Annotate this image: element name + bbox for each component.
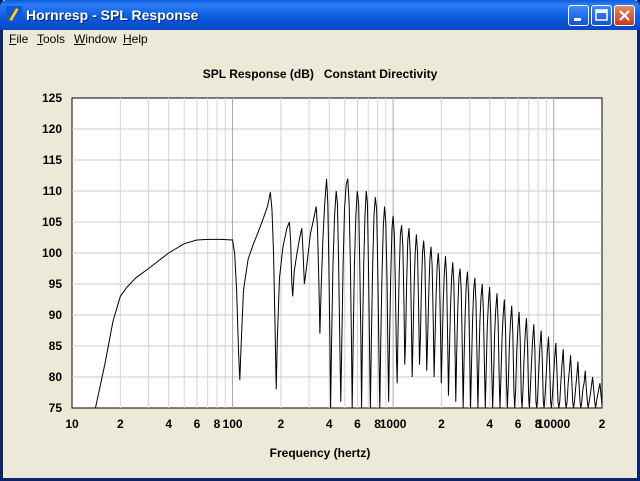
- y-tick-label: 100: [42, 246, 62, 260]
- y-tick-label: 120: [42, 122, 62, 136]
- title-bar[interactable]: Hornresp - SPL Response: [0, 0, 640, 30]
- y-tick-label: 90: [49, 308, 63, 322]
- maximize-icon: [595, 9, 608, 21]
- x-tick-label: 2: [117, 417, 124, 431]
- x-tick-label: 4: [165, 417, 172, 431]
- window-title: Hornresp - SPL Response: [26, 7, 199, 23]
- x-tick-label: 100: [223, 417, 243, 431]
- spl-response-line: [94, 178, 603, 409]
- maximize-button[interactable]: [591, 5, 612, 26]
- chart-title: SPL Response (dB) Constant Directivity: [203, 67, 438, 81]
- x-tick-label: 2: [438, 417, 445, 431]
- series-layer: [94, 178, 603, 409]
- x-tick-label: 10: [65, 417, 79, 431]
- minimize-icon: [574, 18, 581, 21]
- menu-window-label: indow: [85, 32, 117, 46]
- close-button[interactable]: [614, 5, 635, 26]
- x-tick-label: 6: [194, 417, 201, 431]
- y-tick-label: 95: [49, 277, 63, 291]
- close-icon: [619, 10, 630, 21]
- x-tick-label: 8: [214, 417, 221, 431]
- menu-help-label: elp: [131, 32, 148, 46]
- x-tick-label: 2: [599, 417, 606, 431]
- minimize-button[interactable]: [568, 5, 589, 26]
- x-axis-label: Frequency (hertz): [270, 446, 371, 460]
- y-tick-label: 85: [49, 339, 63, 353]
- x-tick-label: 4: [486, 417, 493, 431]
- x-tick-label: 6: [515, 417, 522, 431]
- menu-bar: File Tools Window Help: [3, 30, 637, 48]
- menu-help[interactable]: Help: [123, 32, 148, 46]
- y-tick-label: 115: [43, 153, 63, 167]
- y-tick-label: 80: [49, 370, 63, 384]
- menu-tools-mnemonic: T: [37, 32, 43, 46]
- hornresp-logo-icon: [6, 6, 22, 22]
- menu-window-mnemonic: W: [74, 32, 86, 46]
- x-tick-label: 2: [278, 417, 285, 431]
- x-tick-label: 1000: [380, 417, 407, 431]
- x-tick-label: 10000: [537, 417, 571, 431]
- x-tick-label: 8: [374, 417, 381, 431]
- x-tick-label: 4: [326, 417, 333, 431]
- menu-file-label: ile: [16, 32, 29, 46]
- menu-file[interactable]: File: [9, 32, 28, 46]
- menu-help-mnemonic: H: [123, 32, 132, 46]
- y-tick-label: 110: [43, 184, 63, 198]
- x-tick-label: 8: [535, 417, 542, 431]
- y-axis-ticks: 125 120 115 110 105 100 95 90 85 80 75: [42, 91, 62, 415]
- y-tick-label: 125: [42, 91, 62, 105]
- x-tick-label: 6: [354, 417, 361, 431]
- menu-tools[interactable]: Tools: [37, 32, 65, 46]
- y-tick-label: 105: [42, 215, 62, 229]
- y-tick-label: 75: [49, 401, 63, 415]
- menu-file-mnemonic: F: [9, 32, 17, 46]
- menu-tools-label: ools: [43, 32, 66, 46]
- menu-window[interactable]: Window: [74, 32, 117, 46]
